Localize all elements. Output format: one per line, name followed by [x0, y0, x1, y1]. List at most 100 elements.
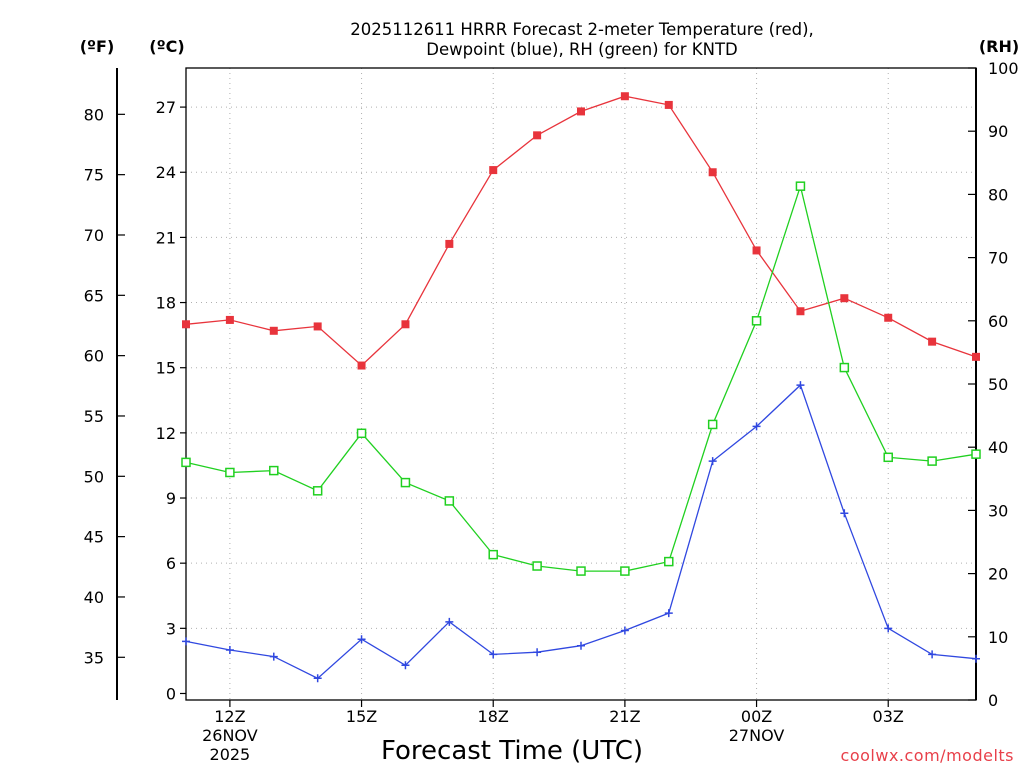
- celsius-tick-label: 9: [166, 489, 176, 508]
- rh-point: [356, 428, 367, 439]
- fahrenheit-tick-label: 45: [84, 528, 104, 547]
- dewpoint-point: [972, 654, 980, 663]
- chart-title-line1: 2025112611 HRRR Forecast 2-meter Tempera…: [350, 20, 814, 39]
- dewpoint-point: [489, 650, 498, 659]
- fahrenheit-tick-label: 55: [84, 407, 104, 426]
- dewpoint-point: [269, 652, 278, 661]
- rh-tick-label: 90: [988, 122, 1008, 141]
- credit-text: coolwx.com/modelts: [841, 746, 1014, 765]
- celsius-tick-label: 0: [166, 684, 176, 703]
- plot-frame: [185, 67, 977, 701]
- rh-point: [839, 362, 850, 373]
- dewpoint-point: [664, 609, 673, 618]
- temperature-point: [533, 131, 542, 140]
- temperature-point: [928, 337, 937, 346]
- x-tick-date: 26NOV: [202, 726, 258, 745]
- dewpoint-point: [577, 641, 585, 650]
- fahrenheit-tick-label: 65: [84, 286, 104, 305]
- celsius-tick-label: 12: [156, 424, 176, 443]
- x-tick-label: 15Z: [346, 707, 377, 726]
- dewpoint-point: [401, 661, 410, 670]
- fahrenheit-tick-label: 75: [84, 166, 104, 185]
- fahrenheit-tick-label: 40: [84, 588, 104, 607]
- fahrenheit-unit-label: (ºF): [80, 37, 115, 56]
- dewpoint-point: [752, 422, 761, 431]
- celsius-tick-label: 6: [166, 554, 176, 573]
- rh-point: [751, 316, 762, 326]
- temperature-point: [752, 246, 761, 255]
- x-tick-label: 03Z: [873, 707, 904, 726]
- dewpoint-point: [708, 457, 717, 466]
- dewpoint-point: [884, 624, 893, 633]
- celsius-tick-label: 18: [156, 294, 176, 313]
- celsius-tick-label: 27: [156, 98, 176, 117]
- celsius-unit-label: (ºC): [149, 37, 184, 56]
- temperature-point: [577, 107, 585, 116]
- rh-tick-label: 0: [988, 691, 998, 710]
- temperature-series: [182, 92, 980, 370]
- rh-tick-label: 50: [988, 375, 1008, 394]
- temperature-point: [401, 320, 410, 329]
- dewpoint-point: [533, 648, 542, 657]
- x-tick-label: 12Z: [214, 707, 245, 726]
- temperature-point: [708, 168, 717, 177]
- rh-point: [400, 477, 411, 488]
- dewpoint-line: [185, 383, 977, 680]
- dewpoint-series: [182, 381, 980, 683]
- x-tick-date: 27NOV: [729, 726, 785, 745]
- dewpoint-point: [928, 650, 937, 659]
- rh-tick-label: 70: [988, 249, 1008, 268]
- fahrenheit-tick-label: 35: [84, 648, 104, 667]
- rh-tick-label: 40: [988, 438, 1008, 457]
- dewpoint-point: [313, 674, 322, 683]
- temperature-point: [225, 315, 234, 324]
- fahrenheit-tick-label: 60: [84, 347, 104, 366]
- temperature-line: [185, 95, 977, 367]
- rh-point: [532, 561, 542, 571]
- celsius-tick-label: 24: [156, 163, 176, 182]
- rh-point: [971, 449, 981, 459]
- temperature-point: [445, 239, 454, 248]
- x-tick-label: 00Z: [741, 707, 772, 726]
- dewpoint-point: [357, 635, 366, 644]
- rh-point: [225, 467, 235, 478]
- rh-unit-label: (RH): [979, 37, 1019, 56]
- data-series: [181, 92, 981, 683]
- rh-line: [185, 183, 977, 572]
- rh-point: [444, 496, 455, 506]
- rh-point: [576, 566, 586, 576]
- rh-point: [883, 452, 893, 463]
- x-tick-label: 21Z: [609, 707, 640, 726]
- rh-point: [927, 456, 937, 466]
- rh-point: [795, 181, 806, 191]
- celsius-tick-label: 3: [166, 619, 176, 638]
- rh-tick-label: 80: [988, 185, 1008, 204]
- fahrenheit-tick-label: 70: [84, 226, 104, 245]
- dewpoint-point: [620, 626, 629, 635]
- rh-series: [181, 181, 981, 576]
- x-tick-label: 18Z: [478, 707, 509, 726]
- chart-title-line2: Dewpoint (blue), RH (green) for KNTD: [426, 40, 737, 59]
- temperature-point: [840, 294, 849, 303]
- celsius-tick-label: 21: [156, 228, 176, 247]
- rh-point: [664, 556, 674, 567]
- temperature-point: [884, 313, 893, 322]
- temperature-point: [620, 92, 629, 101]
- dewpoint-point: [225, 646, 234, 655]
- temperature-point: [664, 100, 673, 109]
- temperature-point: [972, 352, 980, 361]
- temperature-point: [182, 320, 190, 329]
- axis-ticks: 0 3 6 9 12 15 18 21 24 27 35 40 45 50 55 60 65 70 75 80 0 10 2…: [84, 59, 1019, 764]
- x-tick-year: 2025: [210, 745, 251, 764]
- temperature-point: [269, 326, 278, 335]
- rh-tick-label: 30: [988, 501, 1008, 520]
- grid-lines: [186, 68, 976, 700]
- dewpoint-point: [796, 381, 805, 390]
- rh-point: [620, 566, 630, 576]
- rh-tick-label: 10: [988, 628, 1008, 647]
- rh-point: [488, 549, 498, 560]
- dewpoint-point: [445, 617, 454, 626]
- fahrenheit-tick-label: 50: [84, 467, 104, 486]
- rh-tick-label: 20: [988, 565, 1008, 584]
